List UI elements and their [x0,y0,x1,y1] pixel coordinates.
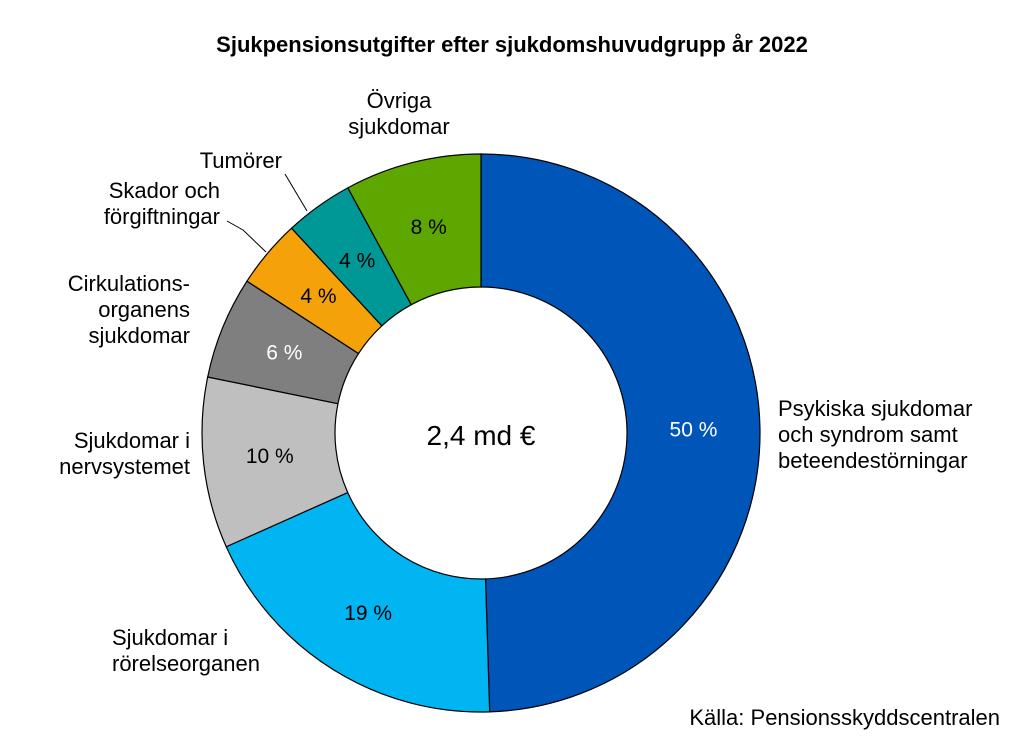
category-label-3-line-1: organens [98,297,190,322]
pct-label-0: 50 % [670,419,718,442]
category-label-0: Psykiska sjukdomar och syndrom samt beteen… [778,396,972,473]
category-label-6-line-1: sjukdomar [348,114,449,139]
category-label-4-line-1: förgiftningar [104,204,220,229]
category-label-2: Sjukdomar i nervsystemet [59,428,190,479]
category-label-5-line-0: Tumörer [200,148,282,173]
leader-line-5 [284,173,308,212]
source-label: Källa: Pensionsskyddscentralen [689,705,1000,730]
leader-line-4 [226,220,267,253]
category-labels: Psykiska sjukdomar och syndrom samt beteen… [59,88,972,676]
pct-label-3: 6 % [266,341,302,364]
donut-slices [201,153,761,713]
category-label-2-line-1: nervsystemet [59,454,190,479]
pct-label-2: 10 % [246,445,294,468]
pct-label-1: 19 % [344,602,392,625]
percentage-labels: 50 % 19 % 10 % 6 % 4 %4 % 8 % [246,216,718,625]
category-label-4-line-0: Skador och [109,178,220,203]
category-label-6: Övriga sjukdomar [348,88,449,139]
category-label-2-line-0: Sjukdomar i [74,428,190,453]
slice-6 [346,153,482,306]
category-label-0-line-2: beteendestörningar [778,448,968,473]
center-total-label: 2,4 md € [427,420,536,451]
category-label-1-line-0: Sjukdomar i [112,625,228,650]
category-label-6-line-0: Övriga [367,88,433,113]
category-label-5: Tumörer [200,148,282,173]
leader-lines [226,173,308,253]
chart-title: Sjukpensionsutgifter efter sjukdomshuvud… [216,32,808,57]
category-label-0-line-0: Psykiska sjukdomar [778,396,972,421]
category-label-1-line-1: rörelseorganen [112,651,260,676]
pct-label-6: 8 % [411,216,447,239]
pct-label-4: 4 % [300,285,336,308]
category-label-3-line-0: Cirkulations- [68,271,190,296]
slice-1 [225,491,491,713]
category-label-0-line-1: och syndrom samt [778,422,958,447]
category-label-3: Cirkulations-organens sjukdomar [68,271,190,348]
pct-label-5: 4 % [339,249,375,272]
category-label-4: Skador och förgiftningar [104,178,220,229]
slice-0 [480,153,761,713]
category-label-3-line-2: sjukdomar [89,323,190,348]
category-label-1: Sjukdomar i rörelseorganen [112,625,260,676]
